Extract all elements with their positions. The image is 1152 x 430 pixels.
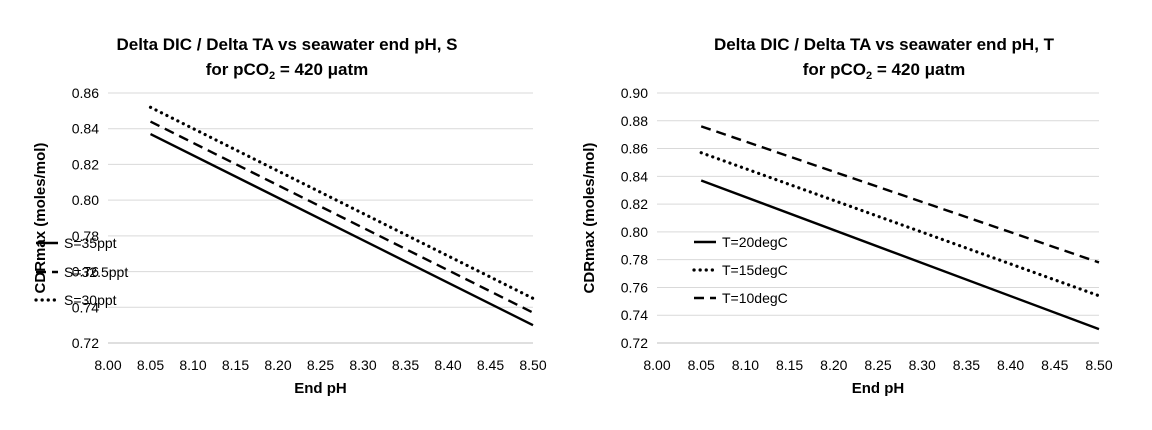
y-tick-label: 0.86 [72, 85, 99, 101]
y-tick-label: 0.78 [621, 252, 648, 268]
y-tick-label: 0.72 [72, 335, 99, 351]
x-tick-label: 8.50 [519, 357, 546, 373]
chart-title: Delta DIC / Delta TA vs seawater end pH,… [714, 35, 1055, 54]
x-tick-label: 8.00 [94, 357, 121, 373]
x-axis-label: End pH [852, 380, 905, 397]
series-line-1 [149, 132, 534, 327]
x-tick-label: 8.05 [137, 357, 164, 373]
y-tick-label: 0.80 [72, 192, 99, 208]
y-axis-label: CDRmax (moles/mol) [32, 143, 49, 294]
x-tick-label: 8.15 [776, 357, 803, 373]
x-tick-label: 8.25 [307, 357, 334, 373]
y-tick-label: 0.76 [72, 264, 99, 280]
y-tick-label: 0.84 [621, 168, 648, 184]
x-tick-label: 8.30 [349, 357, 376, 373]
y-tick-label: 0.90 [621, 85, 648, 101]
legend-label: T=15degC [722, 262, 788, 278]
y-tick-label: 0.84 [72, 121, 99, 137]
y-tick-label: 0.74 [621, 307, 648, 323]
series-line-1 [700, 179, 1100, 331]
x-tick-label: 8.10 [179, 357, 206, 373]
chart-temperature: Delta DIC / Delta TA vs seawater end pH,… [581, 35, 1113, 397]
y-tick-label: 0.82 [621, 196, 648, 212]
legend-label: S=30ppt [64, 292, 117, 308]
x-tick-label: 8.40 [997, 357, 1024, 373]
legend-label: T=10degC [722, 290, 788, 306]
series-line-3 [148, 105, 535, 300]
y-tick-label: 0.72 [621, 335, 648, 351]
y-tick-label: 0.74 [72, 299, 99, 315]
x-tick-label: 8.25 [864, 357, 891, 373]
x-tick-label: 8.45 [1041, 357, 1068, 373]
chart-subtitle: for pCO2 = 420 μatm [206, 60, 369, 82]
x-tick-label: 8.40 [434, 357, 461, 373]
x-tick-label: 8.30 [909, 357, 936, 373]
y-axis-label: CDRmax (moles/mol) [581, 143, 598, 294]
legend-label: T=20degC [722, 234, 788, 250]
x-tick-label: 8.00 [643, 357, 670, 373]
x-tick-label: 8.15 [222, 357, 249, 373]
chart-title: Delta DIC / Delta TA vs seawater end pH,… [116, 35, 457, 54]
y-tick-label: 0.78 [72, 228, 99, 244]
x-tick-label: 8.20 [820, 357, 847, 373]
y-tick-label: 0.80 [621, 224, 648, 240]
legend-label: S=32.5ppt [64, 264, 128, 280]
legend-label: S=35ppt [64, 235, 117, 251]
x-tick-label: 8.10 [732, 357, 759, 373]
y-tick-label: 0.86 [621, 141, 648, 157]
x-axis-label: End pH [294, 380, 347, 397]
x-tick-label: 8.35 [392, 357, 419, 373]
y-tick-label: 0.88 [621, 113, 648, 129]
chart-salinity: Delta DIC / Delta TA vs seawater end pH,… [32, 35, 547, 397]
series-line-2 [149, 120, 534, 314]
x-tick-label: 8.50 [1085, 357, 1112, 373]
x-tick-label: 8.05 [688, 357, 715, 373]
y-tick-label: 0.82 [72, 156, 99, 172]
chart-subtitle: for pCO2 = 420 μatm [803, 60, 966, 82]
series-line-3 [700, 125, 1100, 264]
x-tick-label: 8.35 [953, 357, 980, 373]
y-tick-label: 0.76 [621, 279, 648, 295]
series-line-2 [699, 151, 1101, 298]
x-tick-label: 8.45 [477, 357, 504, 373]
x-tick-label: 8.20 [264, 357, 291, 373]
